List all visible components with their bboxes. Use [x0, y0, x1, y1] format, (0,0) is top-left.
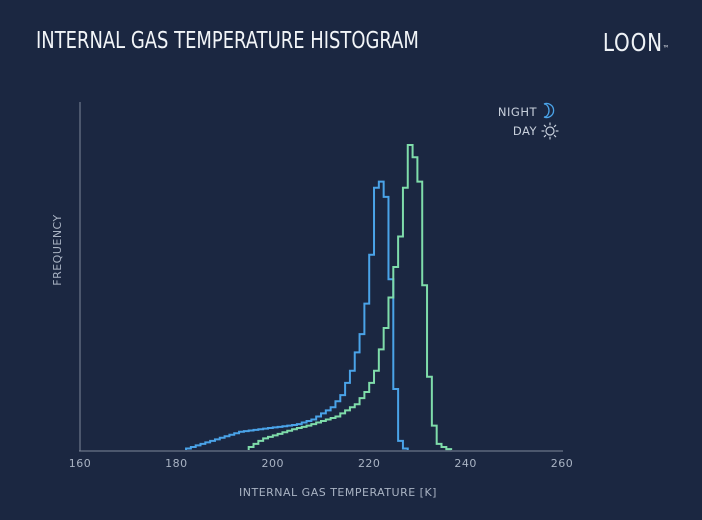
trademark-mark: ™: [662, 44, 670, 53]
x-axis-label: INTERNAL GAS TEMPERATURE [K]: [239, 486, 437, 499]
x-tick-label: 160: [69, 457, 92, 470]
brand-text: LOON: [602, 28, 663, 57]
x-tick-label: 220: [358, 457, 381, 470]
legend-label-night: NIGHT: [498, 105, 538, 119]
brand-logo: LOON™: [603, 28, 670, 57]
legend: NIGHT DAY: [498, 102, 559, 140]
x-tick-label: 200: [262, 457, 285, 470]
y-axis-label: FREQUENCY: [51, 214, 64, 286]
x-tick-label: 240: [454, 457, 477, 470]
moon-icon: [543, 102, 555, 119]
sun-icon: [541, 122, 559, 140]
chart-title: INTERNAL GAS TEMPERATURE HISTOGRAM: [36, 28, 419, 54]
legend-label-day: DAY: [513, 124, 538, 138]
series-night-histogram: [185, 180, 409, 450]
x-tick-label: 260: [551, 457, 574, 470]
series-layer: [185, 144, 453, 451]
x-tick-label: 180: [165, 457, 188, 470]
series-day-histogram: [247, 144, 453, 451]
x-tick-labels: 160 180 200 220 240 260: [69, 457, 574, 470]
